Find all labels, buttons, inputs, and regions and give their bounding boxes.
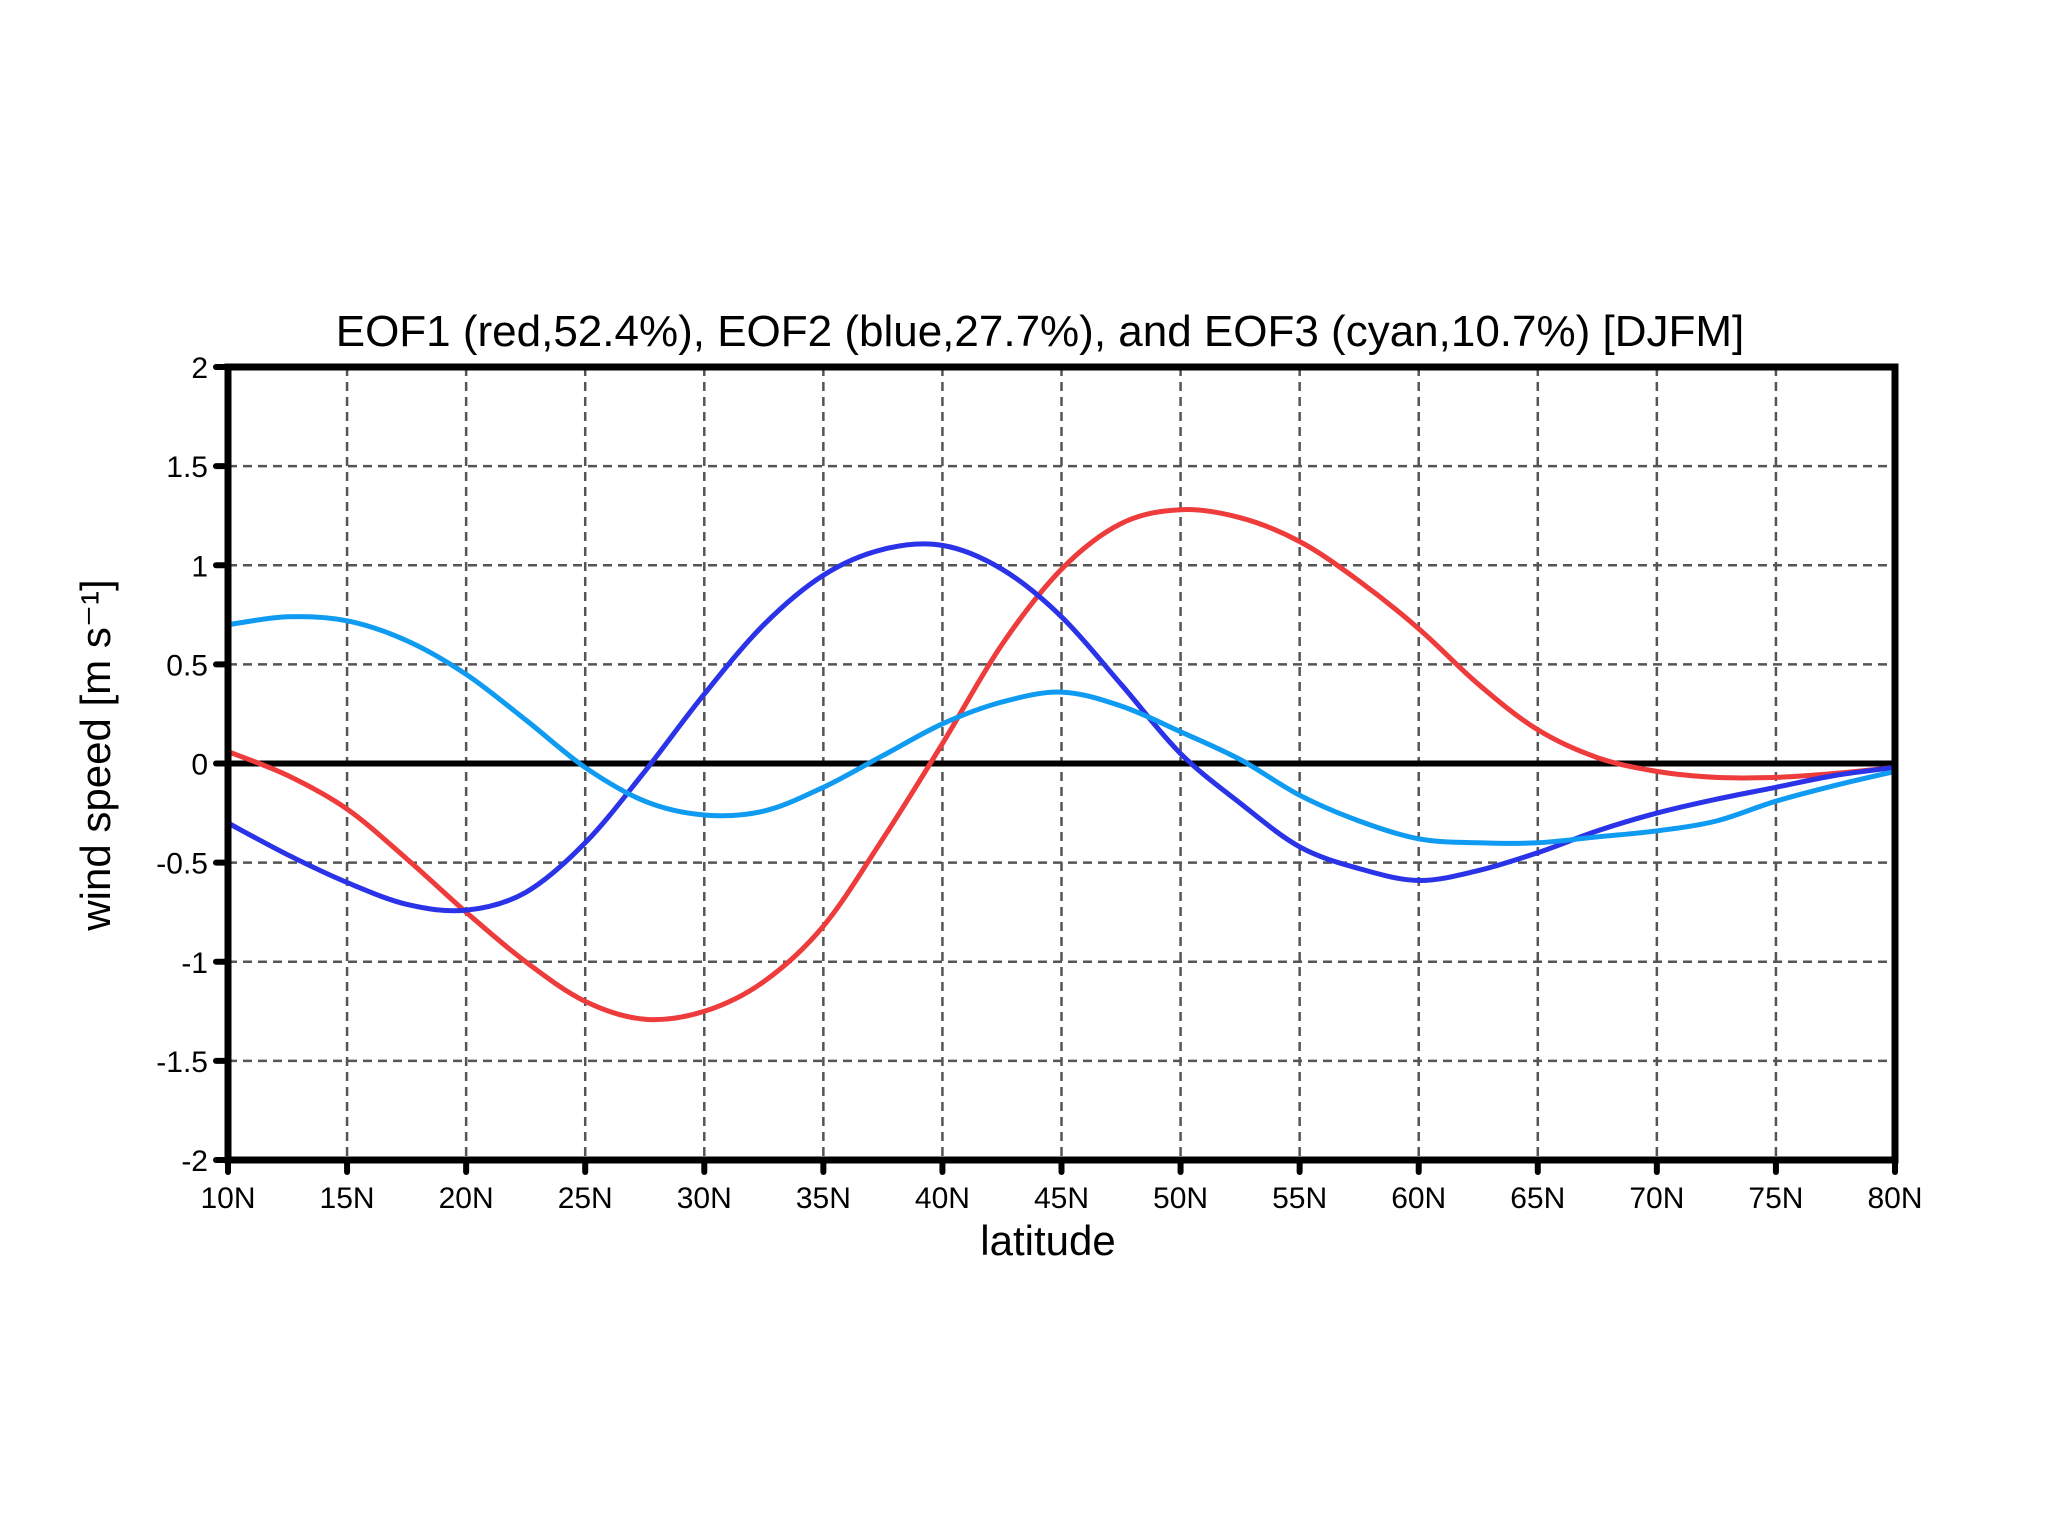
x-tick-label: 40N [915,1182,970,1215]
y-tick-label: -0.5 [156,848,208,881]
y-tick-label: 0 [191,749,208,782]
x-tick-label: 75N [1748,1182,1803,1215]
chart-title: EOF1 (red,52.4%), EOF2 (blue,27.7%), and… [336,307,1745,356]
x-tick-label: 35N [796,1182,851,1215]
x-tick-label: 60N [1391,1182,1446,1215]
y-tick-label: -1.5 [156,1046,208,1079]
series-line-3 [225,614,1898,846]
series-line-1 [225,507,1898,1023]
x-tick-label: 30N [677,1182,732,1215]
x-tick-label: 55N [1272,1182,1327,1215]
x-axis-label: latitude [980,1217,1115,1264]
y-tick-label: -2 [181,1145,208,1178]
y-tick-label: 2 [191,352,208,385]
x-tick-label: 45N [1034,1182,1089,1215]
x-tick-label: 15N [320,1182,375,1215]
x-tick-label: 70N [1629,1182,1684,1215]
y-tick-label: 0.5 [166,649,208,682]
ticks: 10N 15N 20N 25N 30N 35N 40N 45N 50N 55N 60N 65N 70N 7… [156,352,1922,1215]
x-tick-label: 20N [439,1182,494,1215]
x-tick-label: 65N [1510,1182,1565,1215]
x-tick-label: 80N [1867,1182,1922,1215]
y-tick-label: 1.5 [166,451,208,484]
y-axis-label: wind speed [m s⁻¹] [72,579,119,931]
x-tick-label: 10N [200,1182,255,1215]
y-tick-label: -1 [181,947,208,980]
series-lines [225,507,1898,1023]
x-tick-label: 50N [1153,1182,1208,1215]
series-line-2 [225,541,1898,914]
y-tick-label: 1 [191,550,208,583]
x-tick-label: 25N [558,1182,613,1215]
